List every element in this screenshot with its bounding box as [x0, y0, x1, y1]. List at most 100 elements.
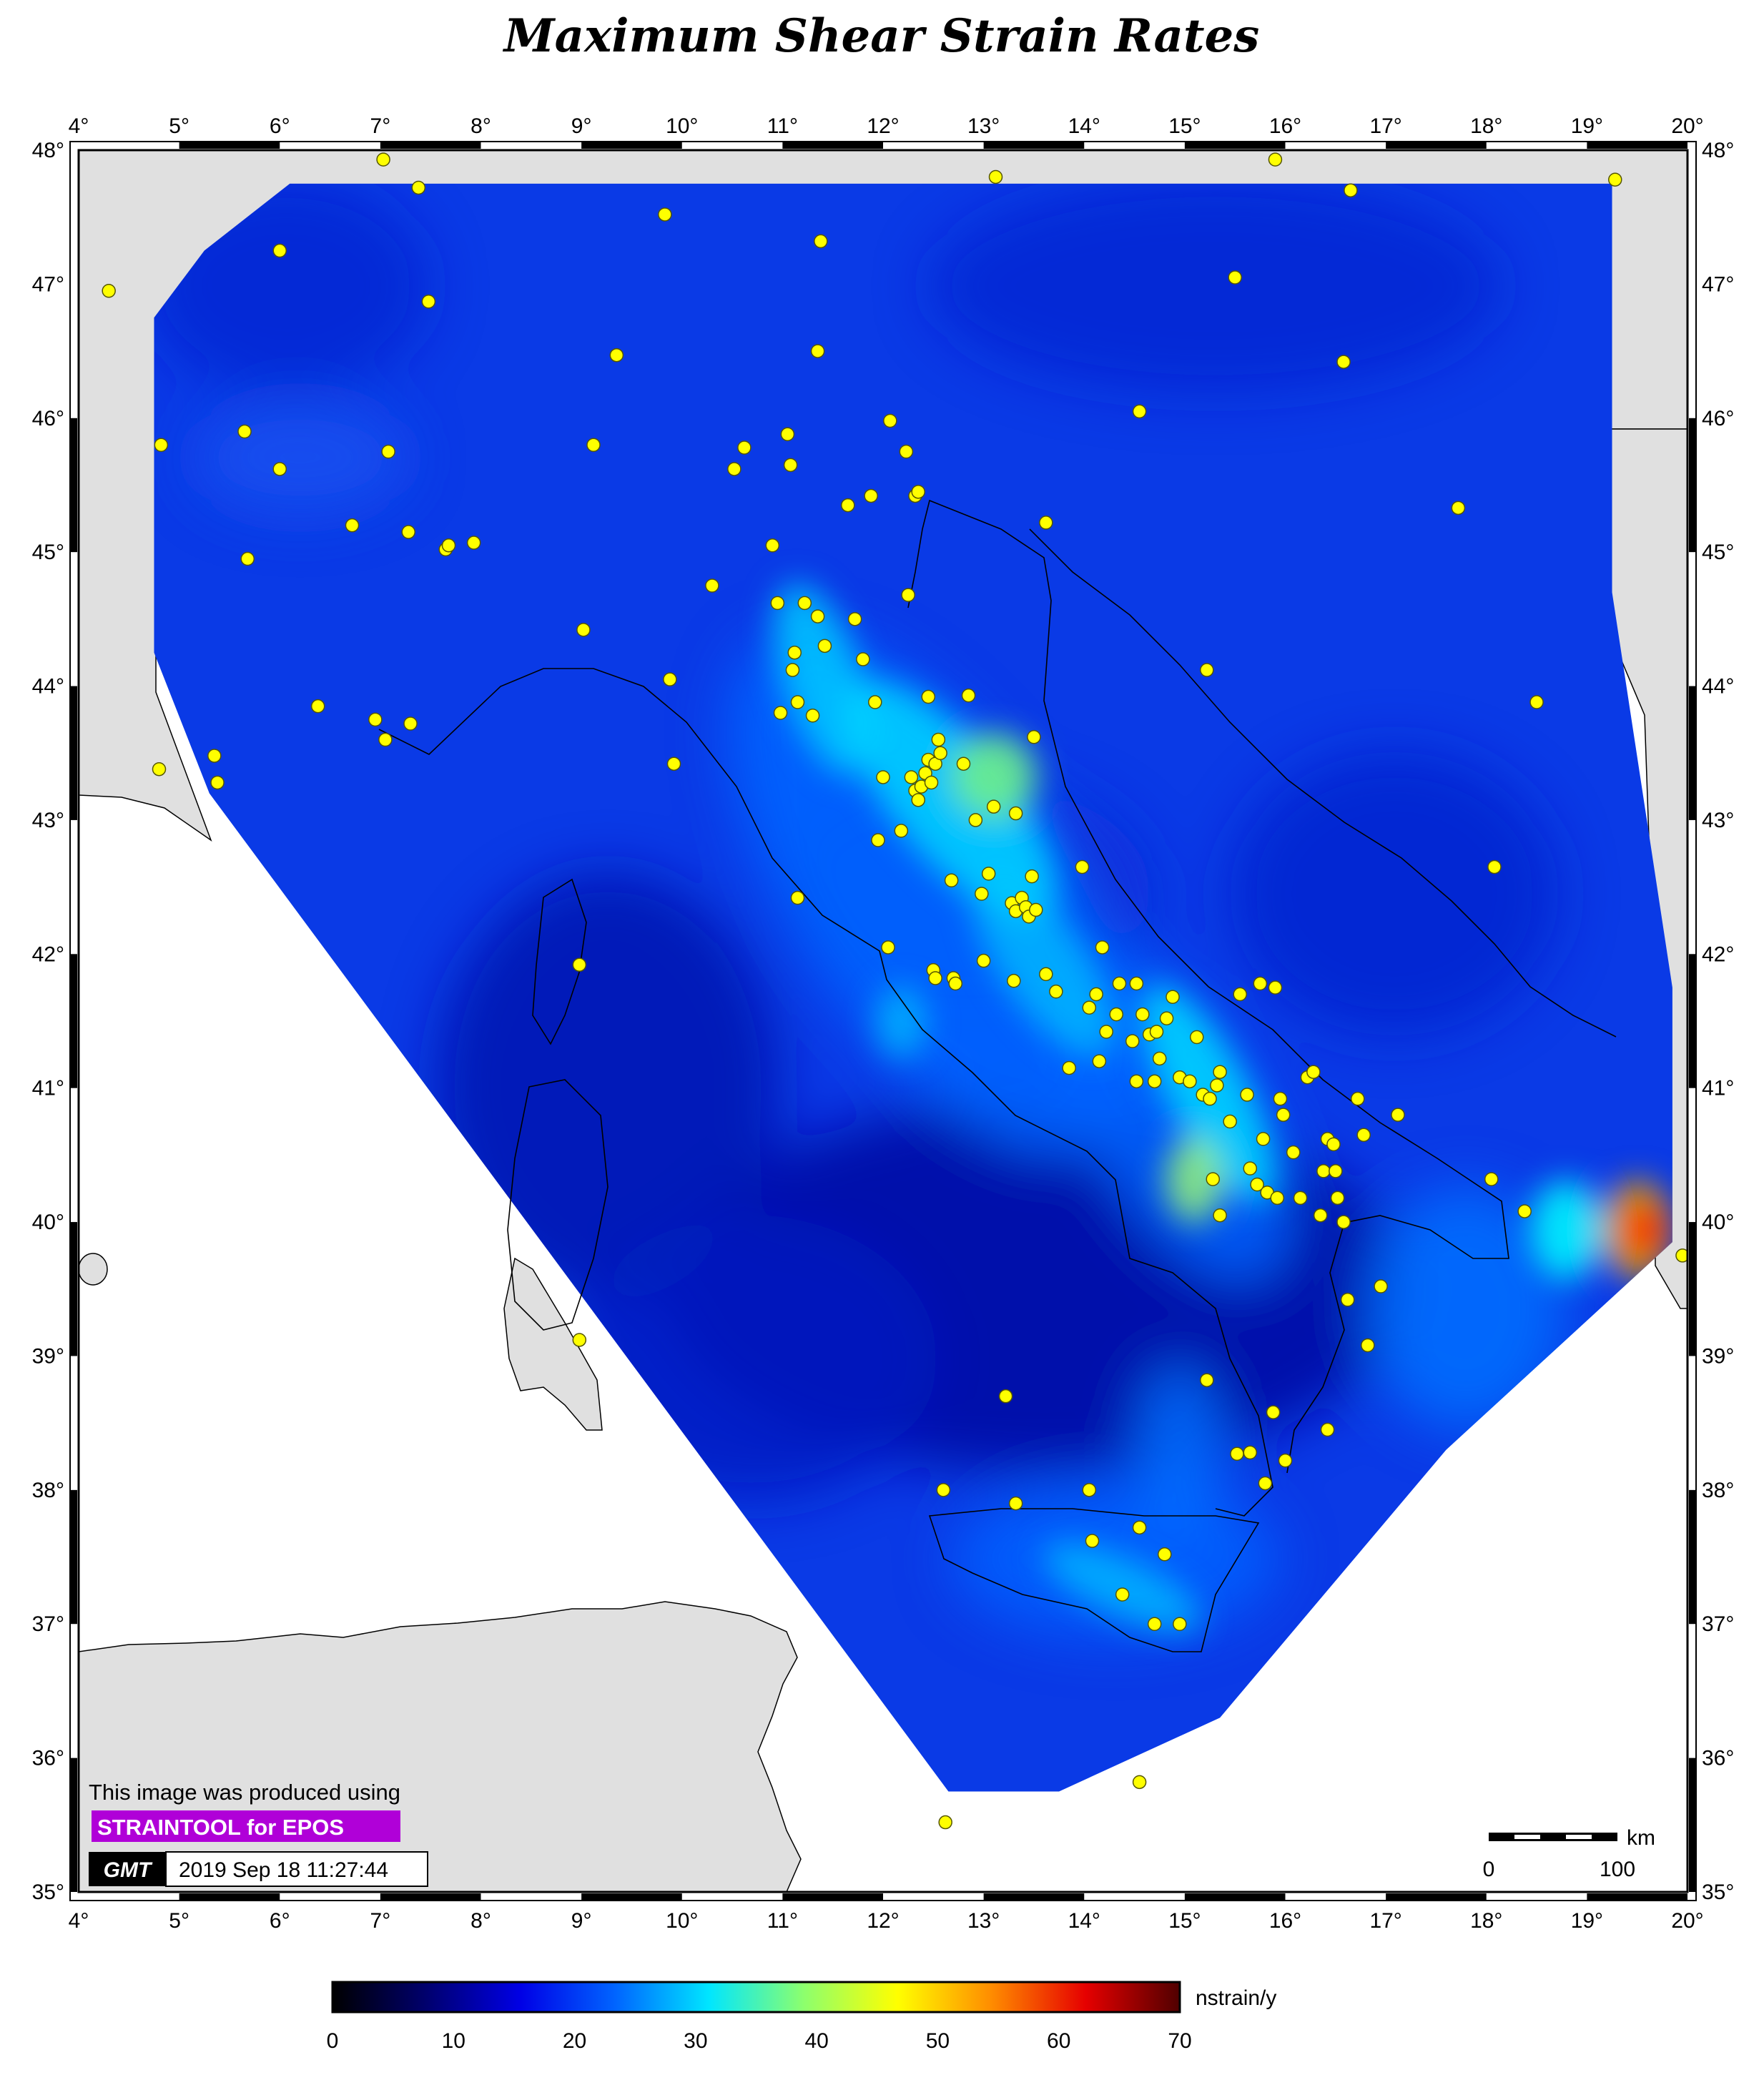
- map-title: Maximum Shear Strain Rates: [503, 9, 1260, 63]
- station-marker: [207, 749, 222, 763]
- station-marker: [1095, 940, 1110, 955]
- longitude-tick-label: 6°: [270, 114, 290, 138]
- station-marker: [968, 813, 983, 827]
- longitude-tick-label: 16°: [1269, 114, 1301, 138]
- station-marker: [805, 709, 820, 723]
- station-marker: [1276, 1108, 1291, 1122]
- station-marker: [1200, 663, 1214, 677]
- station-marker: [401, 525, 415, 539]
- latitude-tick-label: 46°: [1702, 407, 1734, 430]
- station-marker: [421, 294, 436, 309]
- credit-line-1: This image was produced using: [89, 1780, 400, 1805]
- station-marker: [936, 1483, 951, 1497]
- latitude-tick-label: 40°: [32, 1211, 64, 1234]
- longitude-tick-label: 5°: [169, 114, 189, 138]
- station-marker: [1336, 355, 1351, 369]
- station-marker: [876, 770, 890, 784]
- station-marker: [403, 716, 418, 731]
- station-marker: [1243, 1161, 1258, 1175]
- station-marker: [1374, 1279, 1388, 1293]
- station-marker: [1039, 967, 1053, 982]
- station-marker: [1278, 1453, 1293, 1468]
- latitude-tick-label: 47°: [1702, 272, 1734, 296]
- colorbar-tick-label: 0: [327, 2029, 339, 2053]
- longitude-tick-label: 14°: [1068, 1909, 1100, 1933]
- colorbar-tick-label: 20: [563, 2029, 586, 2053]
- longitude-tick-label: 8°: [470, 114, 491, 138]
- coastline-italy-east: [907, 499, 1509, 1474]
- longitude-tick-label: 19°: [1571, 1909, 1603, 1933]
- latitude-tick-label: 43°: [1702, 809, 1734, 832]
- station-marker: [1082, 1483, 1097, 1497]
- longitude-tick-label: 4°: [69, 1909, 89, 1933]
- station-marker: [841, 498, 855, 513]
- longitude-tick-label: 17°: [1369, 114, 1401, 138]
- station-marker: [1210, 1078, 1224, 1093]
- station-marker: [904, 770, 919, 784]
- map-frame: 4° 4° 5° 5° 6° 6° 7° 7° 8° 8° 9° 9° 10° 10° 11° 11° 12° 1…: [32, 114, 1735, 1933]
- station-marker: [576, 623, 591, 637]
- station-marker: [1085, 1534, 1100, 1548]
- longitude-tick-label: 20°: [1671, 114, 1703, 138]
- latitude-tick-label: 41°: [1702, 1077, 1734, 1100]
- colorbar-bar: [331, 1981, 1181, 2014]
- station-marker: [1125, 1034, 1140, 1048]
- longitude-tick-label: 10°: [666, 114, 698, 138]
- station-marker: [1132, 1520, 1147, 1535]
- station-marker: [1183, 1074, 1197, 1089]
- latitude-tick-label: 46°: [32, 407, 64, 430]
- station-marker: [1270, 1191, 1284, 1206]
- longitude-tick-label: 19°: [1571, 114, 1603, 138]
- station-marker: [1132, 1775, 1147, 1790]
- longitude-tick-label: 9°: [571, 114, 592, 138]
- station-marker: [1230, 1446, 1244, 1462]
- latitude-tick-label: 44°: [32, 675, 64, 699]
- latitude-tick-label: 36°: [1702, 1747, 1734, 1770]
- station-marker: [1233, 987, 1247, 1002]
- coastline-balkans: [1029, 528, 1617, 1038]
- latitude-tick-label: 37°: [32, 1612, 64, 1636]
- station-marker: [961, 688, 976, 703]
- station-marker: [102, 284, 116, 298]
- latitude-tick-label: 42°: [1702, 942, 1734, 966]
- station-marker: [1147, 1617, 1162, 1631]
- station-marker: [1129, 1074, 1144, 1089]
- coastline-corsica: [532, 878, 587, 1045]
- station-marker: [847, 612, 862, 626]
- station-marker: [1008, 806, 1023, 821]
- land-sardinia: [503, 1257, 603, 1431]
- station-marker: [765, 538, 780, 553]
- longitude-tick-label: 10°: [666, 1909, 698, 1933]
- credit-line-2: STRAINTOOL for EPOS: [97, 1815, 344, 1840]
- station-marker: [586, 438, 601, 452]
- station-marker: [1529, 695, 1544, 709]
- station-marker: [1256, 1132, 1271, 1146]
- coastline-sardinia: [507, 1079, 608, 1331]
- station-marker: [797, 596, 812, 611]
- station-marker: [1115, 1587, 1130, 1602]
- station-marker: [911, 793, 925, 807]
- latitude-tick-label: 48°: [1702, 139, 1734, 162]
- station-marker: [1268, 980, 1283, 995]
- latitude-tick-label: 45°: [32, 541, 64, 564]
- station-marker: [975, 887, 989, 901]
- station-marker: [1099, 1025, 1113, 1039]
- latitude-tick-label: 44°: [1702, 675, 1734, 699]
- station-marker: [1356, 1128, 1371, 1143]
- station-marker: [1147, 1074, 1162, 1089]
- longitude-tick-label: 13°: [967, 114, 1000, 138]
- longitude-tick-label: 5°: [169, 1909, 189, 1933]
- station-marker: [666, 756, 681, 771]
- station-marker: [368, 712, 383, 727]
- timestamp-box: [165, 1851, 428, 1887]
- station-marker: [1306, 1065, 1321, 1079]
- station-marker: [154, 438, 169, 452]
- latitude-tick-label: 42°: [32, 942, 64, 966]
- station-marker: [1316, 1164, 1331, 1178]
- station-marker: [856, 652, 870, 666]
- station-marker: [737, 440, 752, 455]
- station-marker: [1025, 869, 1039, 884]
- station-marker: [1007, 974, 1021, 988]
- station-marker: [381, 444, 395, 459]
- station-marker: [1361, 1338, 1375, 1353]
